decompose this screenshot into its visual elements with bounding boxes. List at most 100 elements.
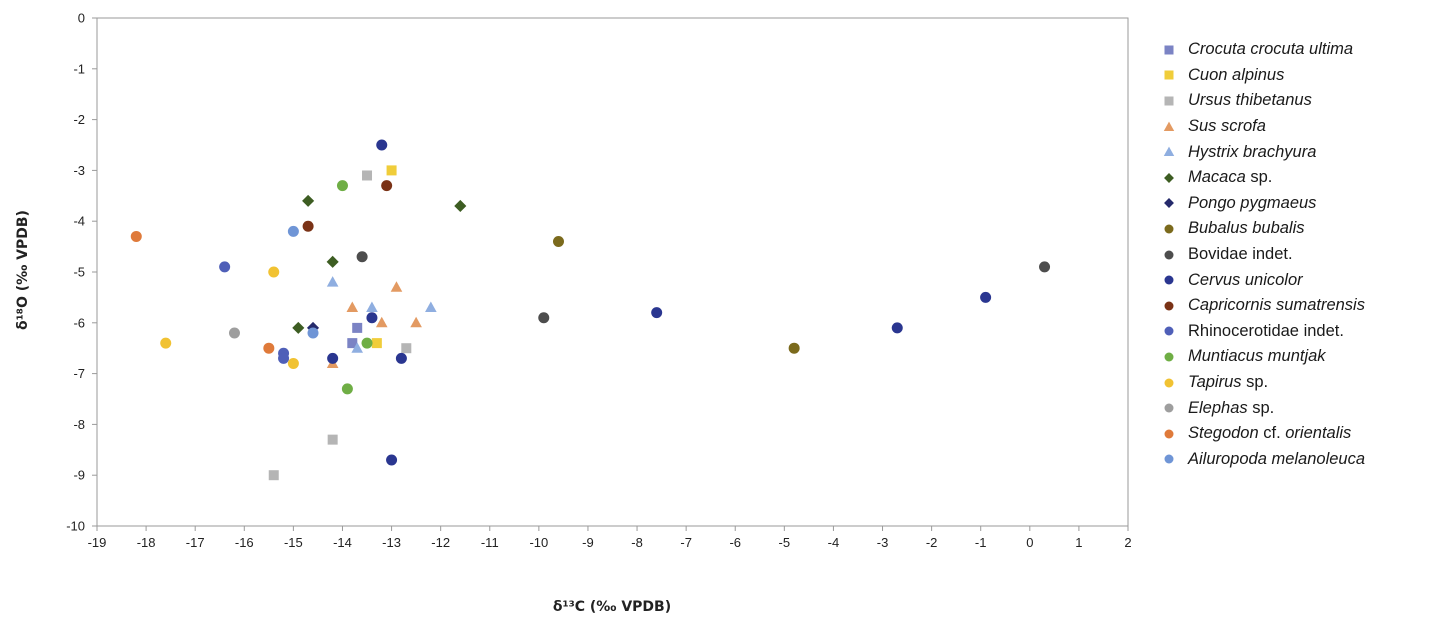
- legend-item: Bubalus bubalis: [1162, 216, 1437, 242]
- legend-label-plain: sp.: [1247, 398, 1275, 417]
- legend-label: Crocuta crocuta ultima: [1188, 40, 1353, 59]
- data-point: [410, 316, 422, 328]
- x-axis-title: δ¹³C (‰ VPDB): [553, 599, 671, 615]
- data-point: [366, 301, 378, 313]
- data-point: [425, 301, 437, 313]
- data-point: [302, 220, 314, 232]
- x-tick-label: -11: [481, 535, 499, 550]
- legend-item: Ursus thibetanus: [1162, 88, 1437, 114]
- y-tick-label: 0: [78, 11, 85, 26]
- legend-label-italic: Cuon alpinus: [1188, 65, 1285, 84]
- legend-label-italic: Cervus unicolor: [1188, 270, 1303, 289]
- data-point: [347, 338, 358, 349]
- legend-marker-icon: [1163, 121, 1175, 131]
- legend-label: Capricornis sumatrensis: [1188, 296, 1365, 315]
- x-tick-label: -14: [333, 535, 352, 550]
- data-point: [160, 337, 172, 349]
- data-point: [278, 352, 290, 364]
- legend-item: Tapirus sp.: [1162, 370, 1437, 396]
- legend-label: Elephas sp.: [1188, 399, 1274, 418]
- legend-label: Cuon alpinus: [1188, 66, 1284, 85]
- data-point: [375, 316, 388, 328]
- data-point: [287, 225, 299, 237]
- x-tick-label: 0: [1026, 535, 1033, 550]
- legend-label-plain: cf.: [1258, 424, 1286, 443]
- x-tick-label: -7: [680, 535, 692, 550]
- data-point: [302, 194, 315, 207]
- legend-label: Ursus thibetanus: [1188, 91, 1312, 110]
- y-axis-title: δ¹⁸O (‰ VPDB): [15, 210, 31, 330]
- legend-item: Muntiacus muntjak: [1162, 344, 1437, 370]
- plot-area-frame: [96, 17, 1129, 527]
- x-tick-label: -16: [235, 535, 254, 550]
- y-axis: 0 -1 -2 -3 -4 -5 -6 -7 -8 -9 -10: [66, 11, 97, 534]
- data-point: [219, 261, 231, 273]
- data-point: [386, 454, 398, 466]
- legend-label: Rhinocerotidae indet.: [1188, 322, 1344, 341]
- legend-label: Hystrix brachyura: [1188, 143, 1316, 162]
- data-point: [268, 470, 279, 481]
- legend-label-plain: sp.: [1241, 373, 1269, 392]
- legend-label: Ailuropoda melanoleuca: [1188, 450, 1365, 469]
- legend-label-plain: sp.: [1245, 168, 1273, 187]
- data-points: [130, 139, 1051, 481]
- data-point: [788, 342, 800, 354]
- data-point: [454, 199, 467, 213]
- data-point: [130, 230, 142, 242]
- legend-item: Pongo pygmaeus: [1162, 191, 1437, 217]
- data-point: [552, 236, 564, 248]
- legend-marker-icon: [1164, 172, 1174, 183]
- legend-label: Muntiacus muntjak: [1188, 347, 1326, 366]
- data-point: [395, 352, 407, 364]
- legend-item: Hystrix brachyura: [1162, 139, 1437, 165]
- x-tick-label: -8: [631, 535, 643, 550]
- data-point: [376, 139, 388, 151]
- legend-label: Stegodon cf. orientalis: [1188, 424, 1351, 443]
- data-point: [327, 434, 338, 445]
- legend-label-italic: Bubalus bubalis: [1188, 219, 1305, 238]
- legend-label-italic: Sus scrofa: [1188, 117, 1266, 136]
- y-tick-label: -8: [73, 417, 85, 432]
- x-tick-label: -19: [88, 535, 107, 550]
- legend-marker-icon: [1164, 70, 1174, 80]
- legend-marker-icon: [1164, 326, 1174, 336]
- legend-label-italic: Stegodon: [1188, 424, 1259, 443]
- legend-label: Bovidae indet.: [1188, 245, 1293, 264]
- legend-item: Sus scrofa: [1162, 114, 1437, 140]
- x-tick-label: -15: [284, 535, 303, 550]
- x-tick-label: -1: [975, 535, 987, 550]
- data-point: [891, 322, 903, 334]
- legend-marker-icon: [1164, 454, 1174, 464]
- x-tick-label: -18: [137, 535, 156, 550]
- legend-label-plain: Rhinocerotidae indet.: [1188, 321, 1344, 340]
- data-point: [346, 301, 359, 313]
- legend-label: Cervus unicolor: [1188, 271, 1303, 290]
- x-tick-label: -10: [529, 535, 548, 550]
- legend-item: Macaca sp.: [1162, 165, 1437, 191]
- legend-label-italic: Capricornis sumatrensis: [1188, 296, 1365, 315]
- x-tick-label: 1: [1075, 535, 1082, 550]
- x-tick-label: -3: [877, 535, 889, 550]
- y-tick-label: -5: [73, 265, 85, 280]
- legend-label: Bubalus bubalis: [1188, 219, 1305, 238]
- legend-item: Crocuta crocuta ultima: [1162, 37, 1437, 63]
- legend-marker-icon: [1164, 275, 1174, 285]
- data-point: [268, 266, 280, 278]
- data-point: [538, 312, 550, 324]
- legend-label-italic: Ailuropoda melanoleuca: [1188, 449, 1366, 468]
- data-point: [292, 321, 305, 334]
- legend-marker-icon: [1163, 146, 1175, 157]
- legend-label: Pongo pygmaeus: [1188, 194, 1316, 213]
- legend-label: Sus scrofa: [1188, 117, 1266, 136]
- data-point: [351, 342, 364, 353]
- legend-label-italic: Hystrix brachyura: [1188, 142, 1317, 161]
- data-point: [980, 291, 992, 303]
- legend-marker-icon: [1164, 301, 1174, 311]
- data-point: [356, 251, 368, 263]
- y-tick-label: -3: [73, 163, 85, 178]
- legend-item: Bovidae indet.: [1162, 242, 1437, 268]
- data-point: [287, 357, 299, 369]
- legend-label-italic: Elephas: [1188, 398, 1248, 417]
